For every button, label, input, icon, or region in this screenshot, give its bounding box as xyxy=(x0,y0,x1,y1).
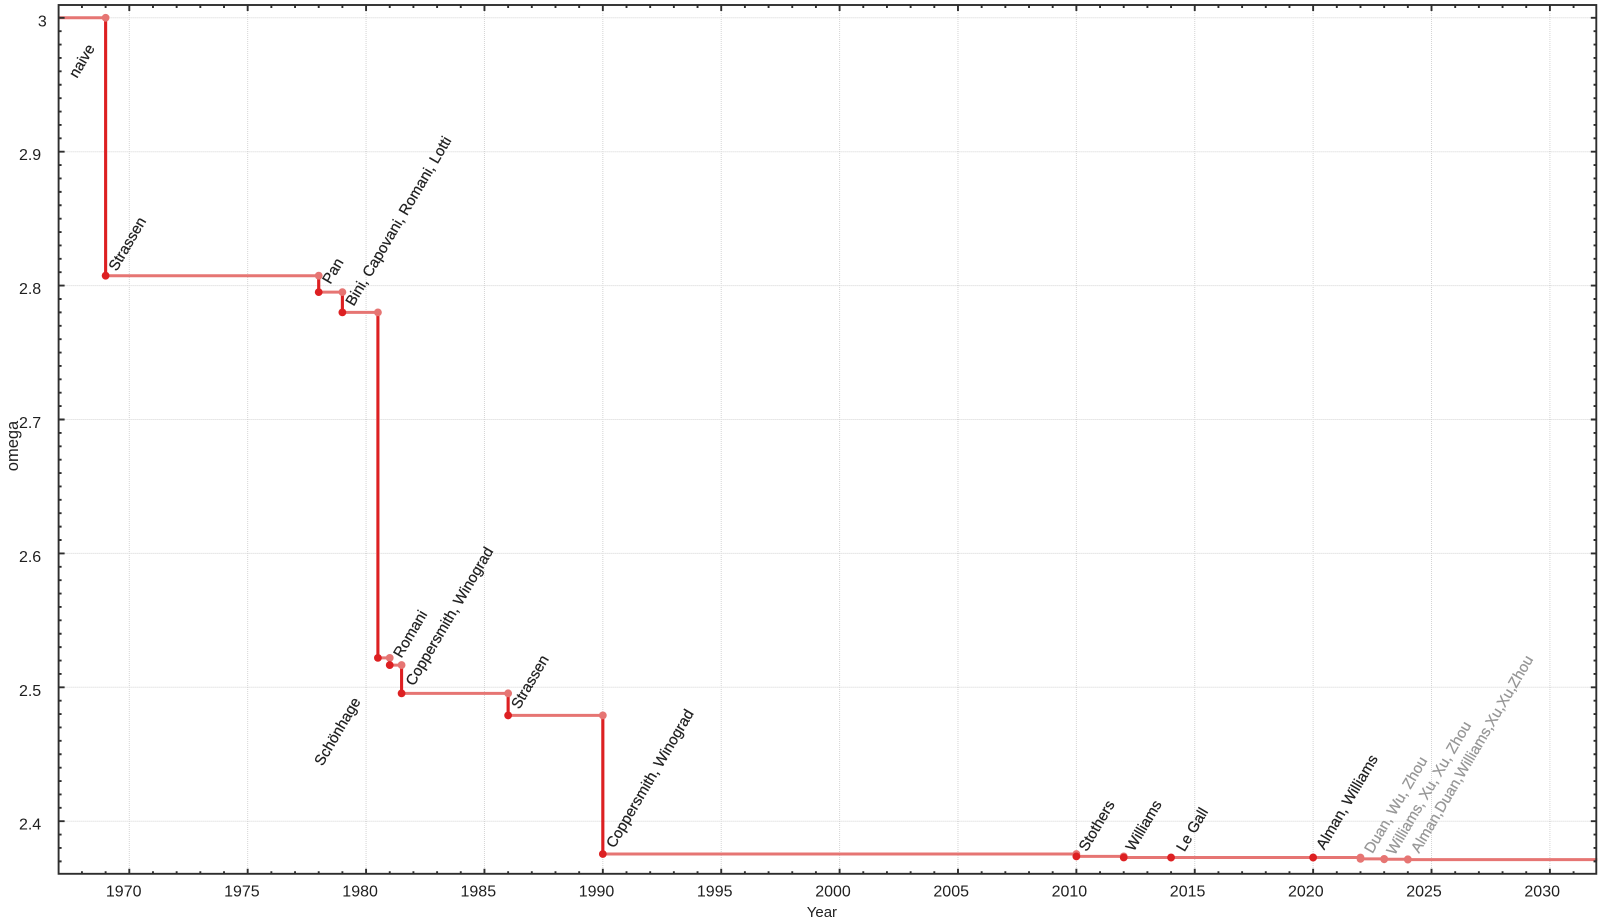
svg-text:Year: Year xyxy=(807,904,837,920)
svg-text:2.7: 2.7 xyxy=(19,415,41,432)
svg-text:2.8: 2.8 xyxy=(19,281,41,298)
svg-text:2.5: 2.5 xyxy=(19,683,41,700)
svg-text:omega: omega xyxy=(4,420,22,471)
svg-text:2.4: 2.4 xyxy=(19,817,41,834)
svg-text:Pan: Pan xyxy=(319,255,347,287)
svg-text:1980: 1980 xyxy=(342,884,378,901)
svg-text:3: 3 xyxy=(38,13,47,30)
svg-text:1975: 1975 xyxy=(224,884,260,901)
svg-text:2025: 2025 xyxy=(1406,884,1442,901)
svg-text:naive: naive xyxy=(66,41,99,81)
svg-text:2000: 2000 xyxy=(815,884,851,901)
svg-text:Le Gall: Le Gall xyxy=(1173,805,1212,855)
svg-text:1970: 1970 xyxy=(106,884,142,901)
svg-text:2005: 2005 xyxy=(933,884,969,901)
svg-text:Coppersmith, Winograd: Coppersmith, Winograd xyxy=(603,707,698,851)
svg-text:2.9: 2.9 xyxy=(19,147,41,164)
svg-text:Bini, Capovani, Romani, Lotti: Bini, Capovani, Romani, Lotti xyxy=(342,134,455,309)
svg-text:Strassen: Strassen xyxy=(508,652,553,712)
svg-text:2010: 2010 xyxy=(1052,884,1088,901)
svg-text:1990: 1990 xyxy=(579,884,615,901)
svg-text:Stothers: Stothers xyxy=(1076,798,1119,855)
svg-text:2.6: 2.6 xyxy=(19,549,41,566)
svg-text:2030: 2030 xyxy=(1524,884,1560,901)
svg-text:Schönhage: Schönhage xyxy=(311,695,364,769)
svg-text:1995: 1995 xyxy=(697,884,733,901)
svg-text:2020: 2020 xyxy=(1288,884,1324,901)
svg-text:Strassen: Strassen xyxy=(105,214,150,274)
svg-text:1985: 1985 xyxy=(461,884,497,901)
svg-text:2015: 2015 xyxy=(1170,884,1206,901)
svg-text:Williams: Williams xyxy=(1123,797,1166,854)
svg-text:Alman,Duan,Williams,Xu,Xu,Zhou: Alman,Duan,Williams,Xu,Xu,Zhou xyxy=(1408,653,1537,856)
